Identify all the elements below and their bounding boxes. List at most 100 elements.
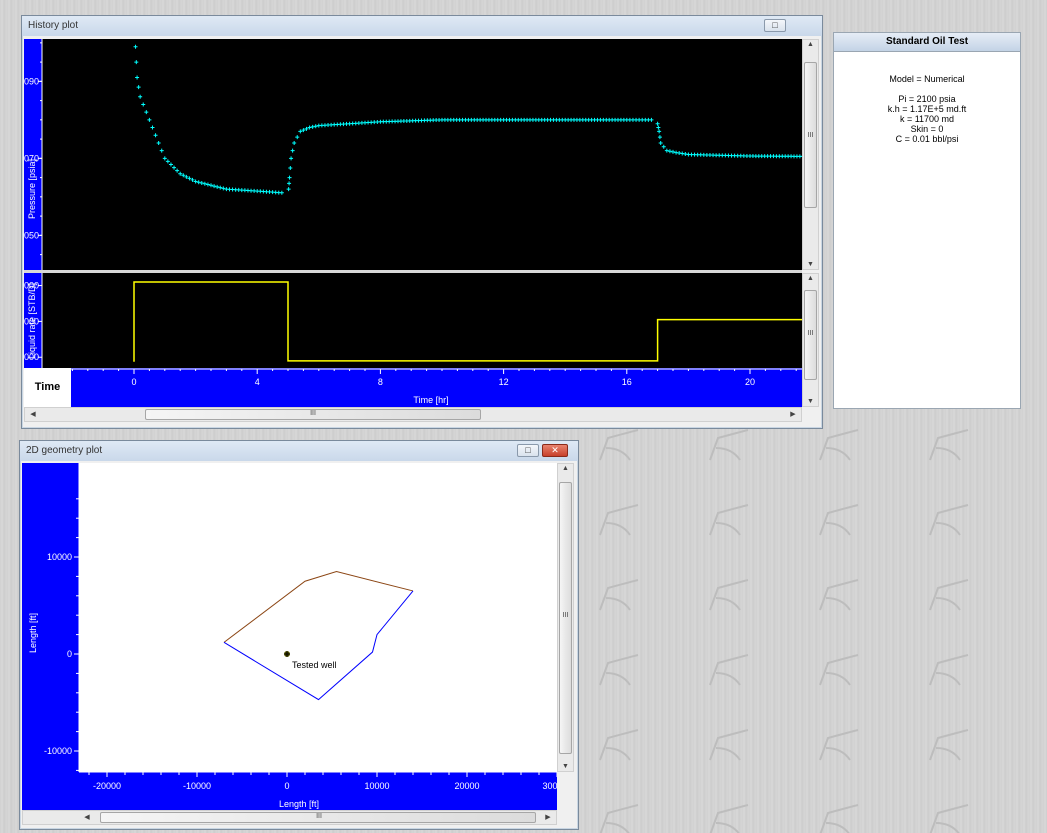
rate-tick-label: 5000 [24, 352, 39, 362]
geometry-x-tick-label: 10000 [364, 781, 389, 791]
time-tick-label: 8 [378, 377, 383, 387]
model-line: Model = Numerical [889, 74, 965, 84]
geometry-close-button[interactable]: ✕ [542, 444, 568, 457]
watermark-logo-icon [599, 429, 639, 461]
pressure-point [136, 85, 141, 90]
pressure-point [212, 184, 217, 189]
pressure-point [138, 94, 143, 99]
scroll-up-icon[interactable]: ▲ [562, 465, 569, 472]
scroll-grip-icon: III [316, 813, 322, 820]
pressure-point [134, 60, 139, 65]
watermark-logo-icon [819, 654, 859, 686]
rate-axis-band [24, 273, 42, 368]
time-tick-label: 12 [499, 377, 509, 387]
pressure-point [153, 133, 158, 138]
pressure-point [178, 171, 183, 176]
scroll-down-icon[interactable]: ▼ [807, 398, 814, 405]
pressure-vscrollbar[interactable]: ▲ III ▼ [802, 39, 819, 270]
scroll-grip-icon: III [310, 410, 316, 417]
geometry-plot-area [79, 463, 557, 772]
history-plot-titlebar[interactable]: History plot [22, 16, 822, 36]
watermark-logo-icon [819, 729, 859, 761]
geometry-x-label: Length [ft] [279, 799, 319, 809]
scroll-left-icon[interactable]: ◀ [84, 814, 90, 821]
scroll-up-icon[interactable]: ▲ [807, 41, 814, 48]
scroll-up-icon[interactable]: ▲ [807, 275, 814, 282]
pressure-chart: 2090 2070 2050 Pressure [psia] [24, 39, 802, 270]
history-restore-button[interactable]: □ [764, 19, 786, 32]
rate-tick-label: 9000 [24, 281, 39, 291]
pressure-point [141, 102, 146, 107]
geometry-hscrollbar[interactable]: ◀ III ▶ [22, 810, 557, 825]
pressure-point [165, 159, 170, 164]
geometry-plot-title: 2D geometry plot [26, 445, 103, 456]
history-plot-window: History plot □ 2090 2070 2050 Pressure [psi… [21, 15, 823, 429]
pressure-point [657, 135, 662, 140]
param-skin: Skin = 0 [910, 124, 944, 134]
geometry-x-tick-label: 0 [284, 781, 289, 791]
scroll-down-icon[interactable]: ▼ [562, 763, 569, 770]
pressure-point [181, 173, 186, 178]
watermark-logo-icon [599, 804, 639, 833]
watermark-logo-icon [709, 504, 749, 536]
well-cross-icon [284, 651, 290, 657]
pressure-vscroll-thumb[interactable] [804, 62, 817, 208]
history-hscrollbar[interactable]: ◀ III ▶ [24, 407, 802, 422]
pressure-point [290, 148, 295, 153]
pressure-point [175, 168, 180, 173]
panel-divider[interactable] [24, 270, 802, 273]
scroll-grip-icon: III [562, 612, 569, 619]
pressure-point [661, 144, 666, 149]
geometry-x-tick-label: 300 [542, 781, 557, 791]
geometry-vscroll-thumb[interactable] [559, 482, 572, 754]
rate-vscroll-thumb[interactable] [804, 290, 817, 380]
info-panel-title: Standard Oil Test [834, 33, 1020, 52]
scroll-left-icon[interactable]: ◀ [30, 411, 36, 418]
pressure-point [287, 181, 292, 186]
geometry-y-tick-label: 10000 [47, 552, 72, 562]
geometry-hscroll-thumb[interactable] [100, 812, 536, 823]
tested-well-label: Tested well [292, 660, 337, 670]
pressure-plot-area [42, 39, 802, 270]
rate-plot-area [42, 273, 802, 368]
geometry-restore-button[interactable]: □ [517, 444, 539, 457]
pressure-point [800, 155, 802, 157]
geometry-y-tick-label: 0 [67, 649, 72, 659]
scroll-right-icon[interactable]: ▶ [545, 814, 551, 821]
rate-axis-label: Liquid rate [STB/D] [27, 283, 37, 359]
pressure-point [286, 187, 291, 192]
pressure-point [162, 156, 167, 161]
scroll-right-icon[interactable]: ▶ [790, 411, 796, 418]
pressure-point [289, 156, 294, 161]
pressure-point [287, 175, 292, 180]
watermark-logo-icon [929, 429, 969, 461]
pressure-point [172, 165, 177, 170]
pressure-point [279, 190, 284, 195]
pressure-point [657, 129, 662, 134]
geometry-chart: 10000 0 -10000 Length [ft] -20000 -10000 0 100… [28, 463, 557, 809]
geometry-plot-titlebar[interactable]: 2D geometry plot [20, 441, 578, 461]
scroll-down-icon[interactable]: ▼ [807, 261, 814, 268]
pressure-point [215, 184, 220, 189]
watermark-logo-icon [709, 429, 749, 461]
pressure-point [658, 140, 663, 145]
time-corner-label: Time [24, 368, 71, 407]
pressure-point [288, 165, 293, 170]
pressure-tick-label: 2050 [24, 230, 39, 240]
rate-vscrollbar[interactable]: ▲ III ▼ [802, 273, 819, 407]
watermark-logo-icon [819, 804, 859, 833]
rate-tick-label: 7000 [24, 316, 39, 326]
watermark-logo-icon [929, 654, 969, 686]
pressure-point [156, 140, 161, 145]
history-hscroll-thumb[interactable] [145, 409, 481, 420]
pressure-tick-label: 2090 [24, 76, 39, 86]
time-tick-label: 20 [745, 377, 755, 387]
geometry-vscrollbar[interactable]: ▲ III ▼ [557, 463, 574, 772]
pressure-axis-label: Pressure [psia] [27, 159, 37, 219]
pressure-point [184, 174, 189, 179]
pressure-point [298, 129, 303, 134]
watermark-logo-icon [929, 579, 969, 611]
watermark-logo-icon [709, 804, 749, 833]
time-tick-label: 16 [622, 377, 632, 387]
